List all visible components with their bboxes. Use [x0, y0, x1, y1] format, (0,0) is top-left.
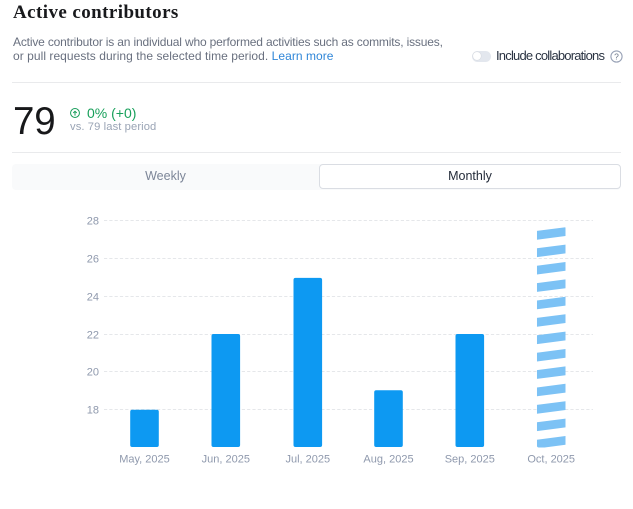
svg-text:Sep, 2025: Sep, 2025: [445, 454, 495, 466]
svg-text:Jun, 2025: Jun, 2025: [202, 454, 250, 466]
svg-text:20: 20: [87, 367, 99, 379]
svg-text:Oct, 2025: Oct, 2025: [527, 454, 575, 466]
svg-text:May, 2025: May, 2025: [119, 454, 170, 466]
svg-text:22: 22: [87, 330, 99, 342]
svg-text:Jul, 2025: Jul, 2025: [285, 454, 330, 466]
svg-text:Aug, 2025: Aug, 2025: [363, 454, 413, 466]
svg-text:26: 26: [87, 254, 99, 266]
svg-text:?: ?: [614, 51, 619, 61]
svg-text:24: 24: [87, 292, 99, 304]
svg-text:18: 18: [87, 405, 99, 417]
svg-text:28: 28: [87, 216, 99, 228]
